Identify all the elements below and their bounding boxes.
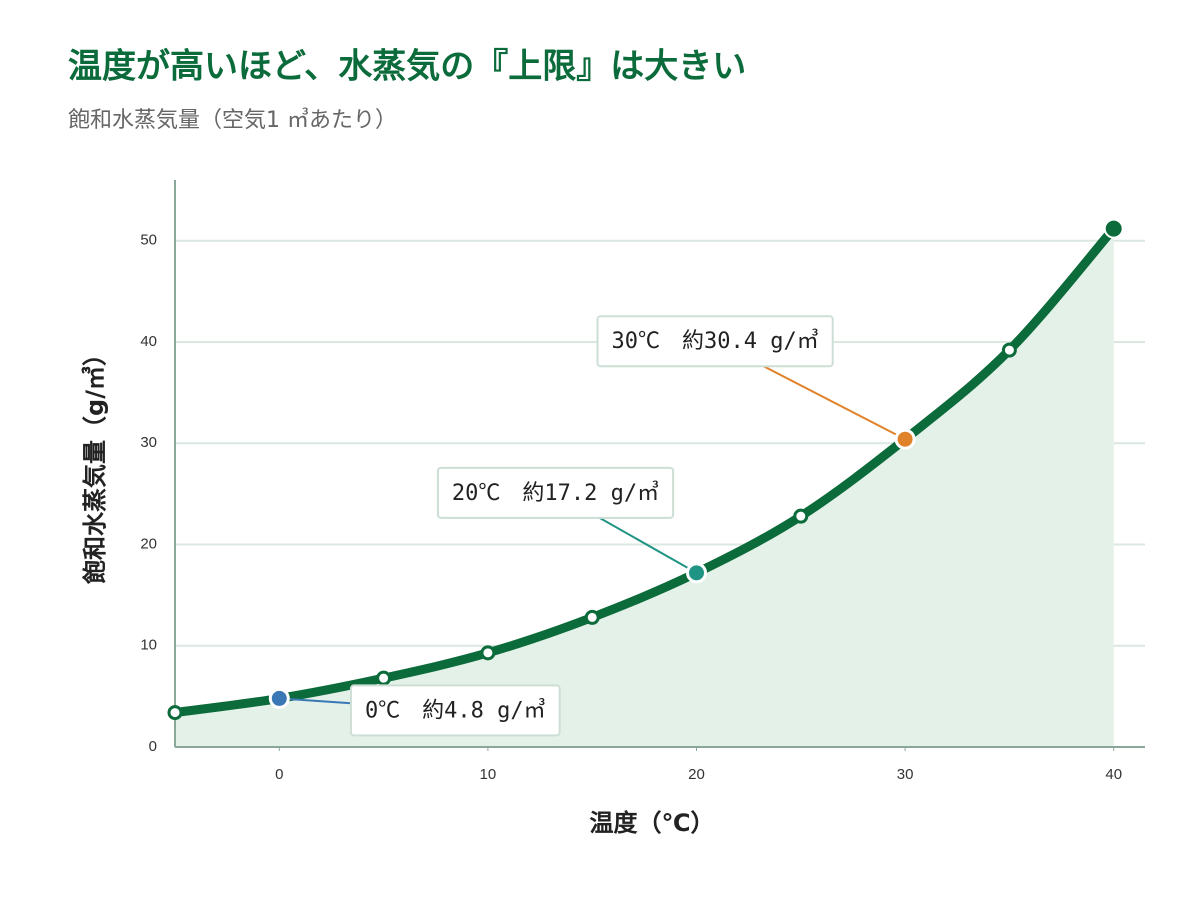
annotation-point [894, 428, 916, 450]
annotation: 20℃ 約17.2 g/㎥ [436, 466, 708, 584]
y-tick-label: 10 [140, 637, 157, 654]
annotation-box [436, 466, 675, 519]
annotation: 0℃ 約4.8 g/㎥ [268, 684, 561, 737]
y-tick-label: 0 [149, 738, 157, 755]
point [376, 670, 392, 686]
y-axis-label: 飽和水蒸気量（g/㎥） [81, 342, 109, 585]
line [170, 224, 1119, 718]
y-tick-label: 40 [140, 333, 157, 350]
x-axis-label: 温度（℃） [589, 809, 714, 837]
point [167, 705, 183, 721]
y-tick-label: 30 [140, 434, 157, 451]
annotation-point [686, 562, 708, 584]
x-tick-label: 30 [897, 766, 914, 783]
x-tick-label: 0 [275, 766, 283, 783]
area [175, 228, 1114, 748]
point [1103, 218, 1124, 239]
annotation-label: 0℃ 約4.8 g/㎥ [365, 697, 546, 723]
chart-subtitle: 飽和水蒸気量（空気1 ㎥あたり） [68, 107, 397, 133]
x-tick-label: 20 [688, 766, 705, 783]
annotation: 30℃ 約30.4 g/㎥ [596, 315, 916, 450]
annotation-point [268, 687, 290, 709]
x-tick-label: 40 [1105, 766, 1122, 783]
x-tick-label: 10 [480, 766, 497, 783]
annotation-box [596, 315, 834, 368]
annotation-box [349, 684, 561, 737]
point [793, 508, 809, 524]
y-tick-label: 50 [140, 232, 157, 249]
point [584, 609, 600, 625]
annotation-label: 20℃ 約17.2 g/㎥ [452, 480, 659, 506]
annotation-label: 30℃ 約30.4 g/㎥ [611, 328, 818, 354]
chart-title: 温度が高いほど、水蒸気の『上限』は大きい [68, 47, 746, 87]
point [480, 645, 496, 661]
y-tick-label: 20 [140, 535, 157, 552]
point [1001, 342, 1017, 358]
